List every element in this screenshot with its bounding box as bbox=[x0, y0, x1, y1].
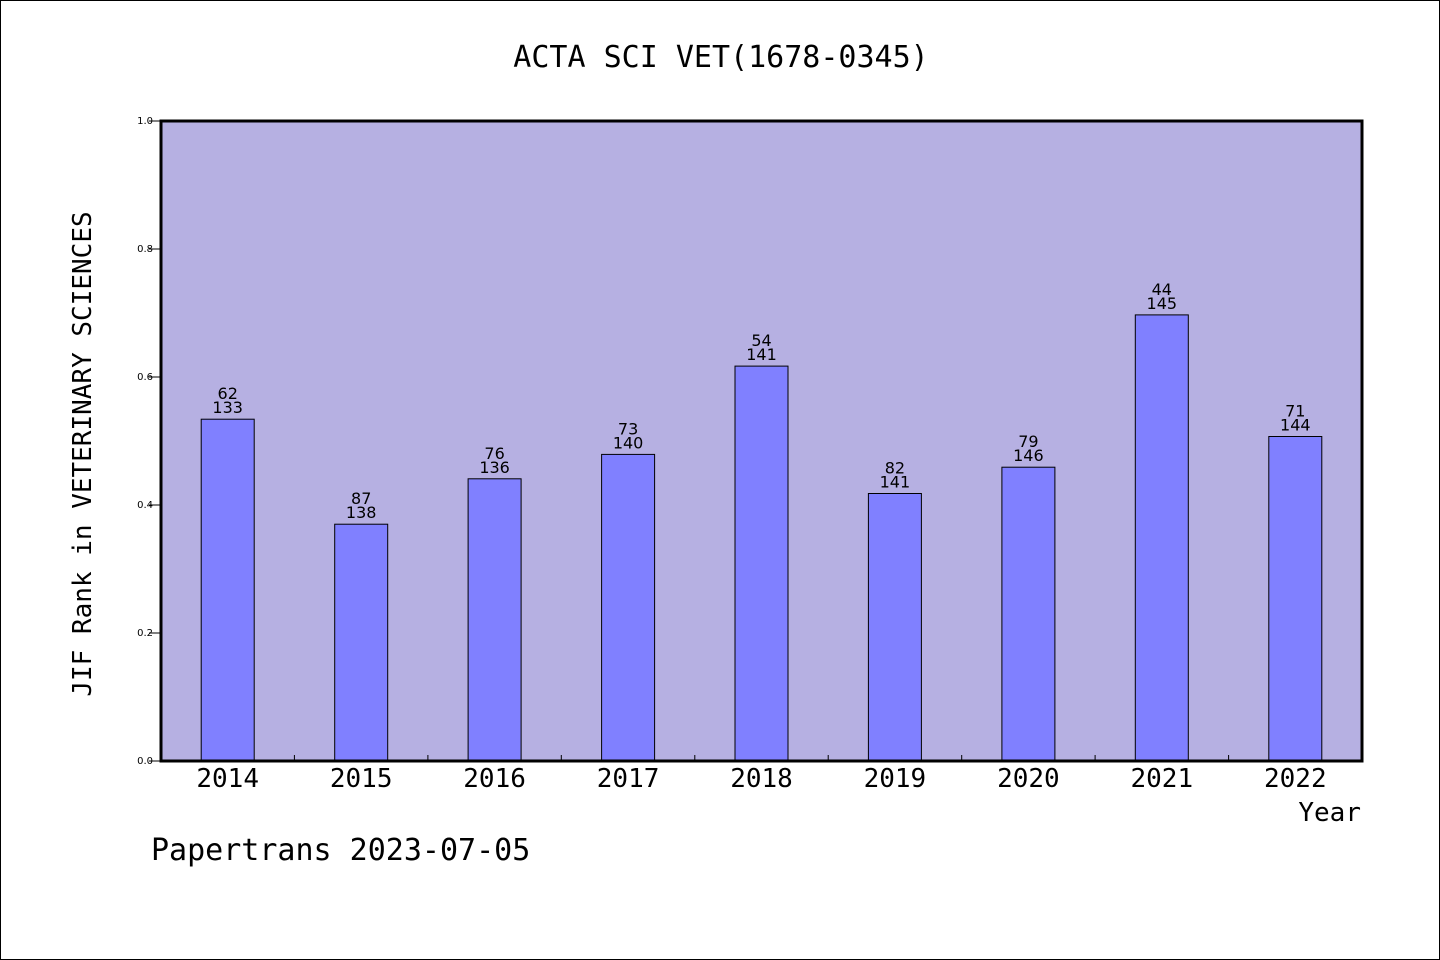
bar-2017 bbox=[601, 453, 656, 762]
bar-total-label: 144 bbox=[1280, 416, 1311, 435]
bars-group bbox=[200, 314, 1323, 762]
bar-total-label: 136 bbox=[479, 458, 510, 477]
bar-total-label: 145 bbox=[1147, 294, 1178, 313]
bar-2018 bbox=[734, 365, 789, 762]
bar-2016 bbox=[467, 478, 522, 762]
bar-rank-label: 44 bbox=[1152, 280, 1172, 299]
y-tick-label: 0.4 bbox=[137, 500, 153, 511]
bar-rank-label: 62 bbox=[218, 384, 238, 403]
bar-total-label: 138 bbox=[346, 503, 377, 522]
x-axis-label: Year bbox=[1298, 798, 1361, 828]
bar-rank-label: 76 bbox=[484, 444, 504, 463]
x-tick-label: 2017 bbox=[597, 764, 660, 794]
bar-rank-label: 73 bbox=[618, 419, 638, 438]
bar-rank-label: 87 bbox=[351, 489, 371, 508]
bar-total-label: 141 bbox=[880, 473, 911, 492]
plot-border bbox=[159, 119, 1364, 763]
x-tick-label: 2022 bbox=[1264, 764, 1327, 794]
x-tick-label: 2016 bbox=[463, 764, 526, 794]
bar-2022 bbox=[1268, 436, 1323, 762]
bar-rank-label: 79 bbox=[1018, 432, 1038, 451]
y-tick-label: 0.6 bbox=[137, 372, 153, 383]
bar-rank-label: 71 bbox=[1285, 402, 1305, 421]
x-tick-label: 2021 bbox=[1130, 764, 1193, 794]
bar-total-label: 141 bbox=[746, 345, 777, 364]
footer-note: Papertrans 2023-07-05 bbox=[151, 833, 531, 868]
x-tick-label: 2019 bbox=[864, 764, 927, 794]
bar-2015 bbox=[334, 523, 389, 762]
bar-2019 bbox=[867, 493, 922, 762]
y-tick-label: 0.2 bbox=[137, 628, 153, 639]
bar-total-label: 140 bbox=[613, 433, 644, 452]
x-tick-label: 2020 bbox=[997, 764, 1060, 794]
x-tick-label: 2018 bbox=[730, 764, 793, 794]
y-axis: 0.0 0.2 0.4 0.6 0.8 1.0 bbox=[137, 116, 161, 767]
x-tick-label: 2015 bbox=[330, 764, 393, 794]
bar-rank-label: 82 bbox=[885, 459, 905, 478]
y-tick-label: 1.0 bbox=[137, 116, 153, 127]
bar-rank-label: 54 bbox=[751, 331, 771, 350]
y-axis-label: JIF Rank in VETERINARY SCIENCES bbox=[68, 211, 98, 696]
bar-2020 bbox=[1001, 466, 1056, 762]
bar-2014 bbox=[200, 418, 255, 762]
x-axis: 2014 2015 2016 2017 2018 2019 2020 2021 2022 bbox=[196, 755, 1327, 794]
bar-2021 bbox=[1134, 314, 1189, 762]
value-labels-group: 6213387138761367314054141821417914644145… bbox=[212, 280, 1310, 522]
x-tick-label: 2014 bbox=[196, 764, 259, 794]
chart-title: ACTA SCI VET(1678-0345) bbox=[513, 40, 928, 75]
bar-total-label: 146 bbox=[1013, 446, 1044, 465]
bar-total-label: 133 bbox=[212, 398, 243, 417]
y-tick-label: 0.0 bbox=[137, 756, 153, 767]
y-tick-label: 0.8 bbox=[137, 244, 153, 255]
